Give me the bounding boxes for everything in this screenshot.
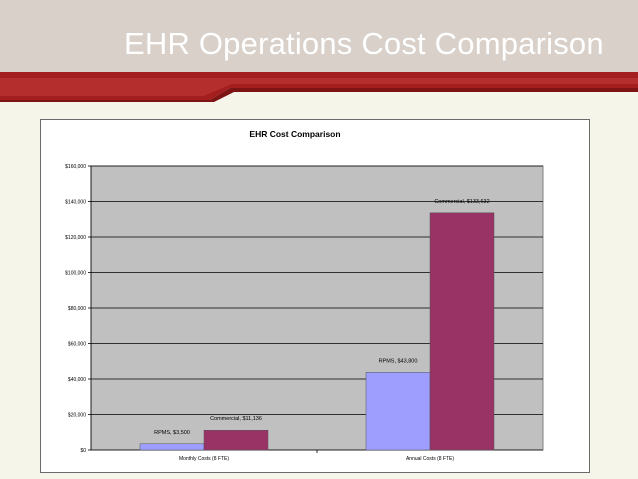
bar-commercial-monthly bbox=[203, 429, 269, 451]
x-category-label: Monthly Costs (8 FTE) bbox=[179, 456, 229, 462]
chart-frame: EHR Cost Comparison $0 $20,000 $40,000 $60,… bbox=[40, 119, 590, 473]
data-label: RPMS, $43,800 bbox=[379, 358, 418, 364]
y-tick-label: $40,000 bbox=[68, 377, 86, 383]
y-tick-label: $100,000 bbox=[65, 271, 86, 277]
slide-title: EHR Operations Cost Comparison bbox=[124, 26, 604, 61]
data-label: Commercial, $11,136 bbox=[210, 416, 262, 422]
header-accent-band bbox=[0, 72, 638, 102]
chart-title: EHR Cost Comparison bbox=[249, 129, 340, 139]
y-tick-label: $80,000 bbox=[68, 306, 86, 312]
x-category-label: Annual Costs (8 FTE) bbox=[406, 456, 454, 462]
y-tick-label: $160,000 bbox=[65, 164, 86, 170]
bar-rpms-monthly bbox=[139, 443, 205, 451]
y-tick-label: $60,000 bbox=[68, 342, 86, 348]
data-label: Commercial, $133,632 bbox=[434, 199, 489, 205]
slide-header: EHR Operations Cost Comparison bbox=[0, 0, 638, 72]
bar-commercial-annual bbox=[429, 212, 495, 451]
y-tick-label: $140,000 bbox=[65, 200, 86, 206]
y-tick-label: $0 bbox=[80, 448, 86, 454]
y-tick-label: $20,000 bbox=[68, 413, 86, 419]
bar-rpms-annual bbox=[365, 372, 431, 451]
y-tick-label: $120,000 bbox=[65, 235, 86, 241]
data-label: RPMS, $3,500 bbox=[154, 430, 190, 436]
cost-bar-chart: EHR Cost Comparison $0 $20,000 $40,000 $60,… bbox=[65, 129, 544, 462]
